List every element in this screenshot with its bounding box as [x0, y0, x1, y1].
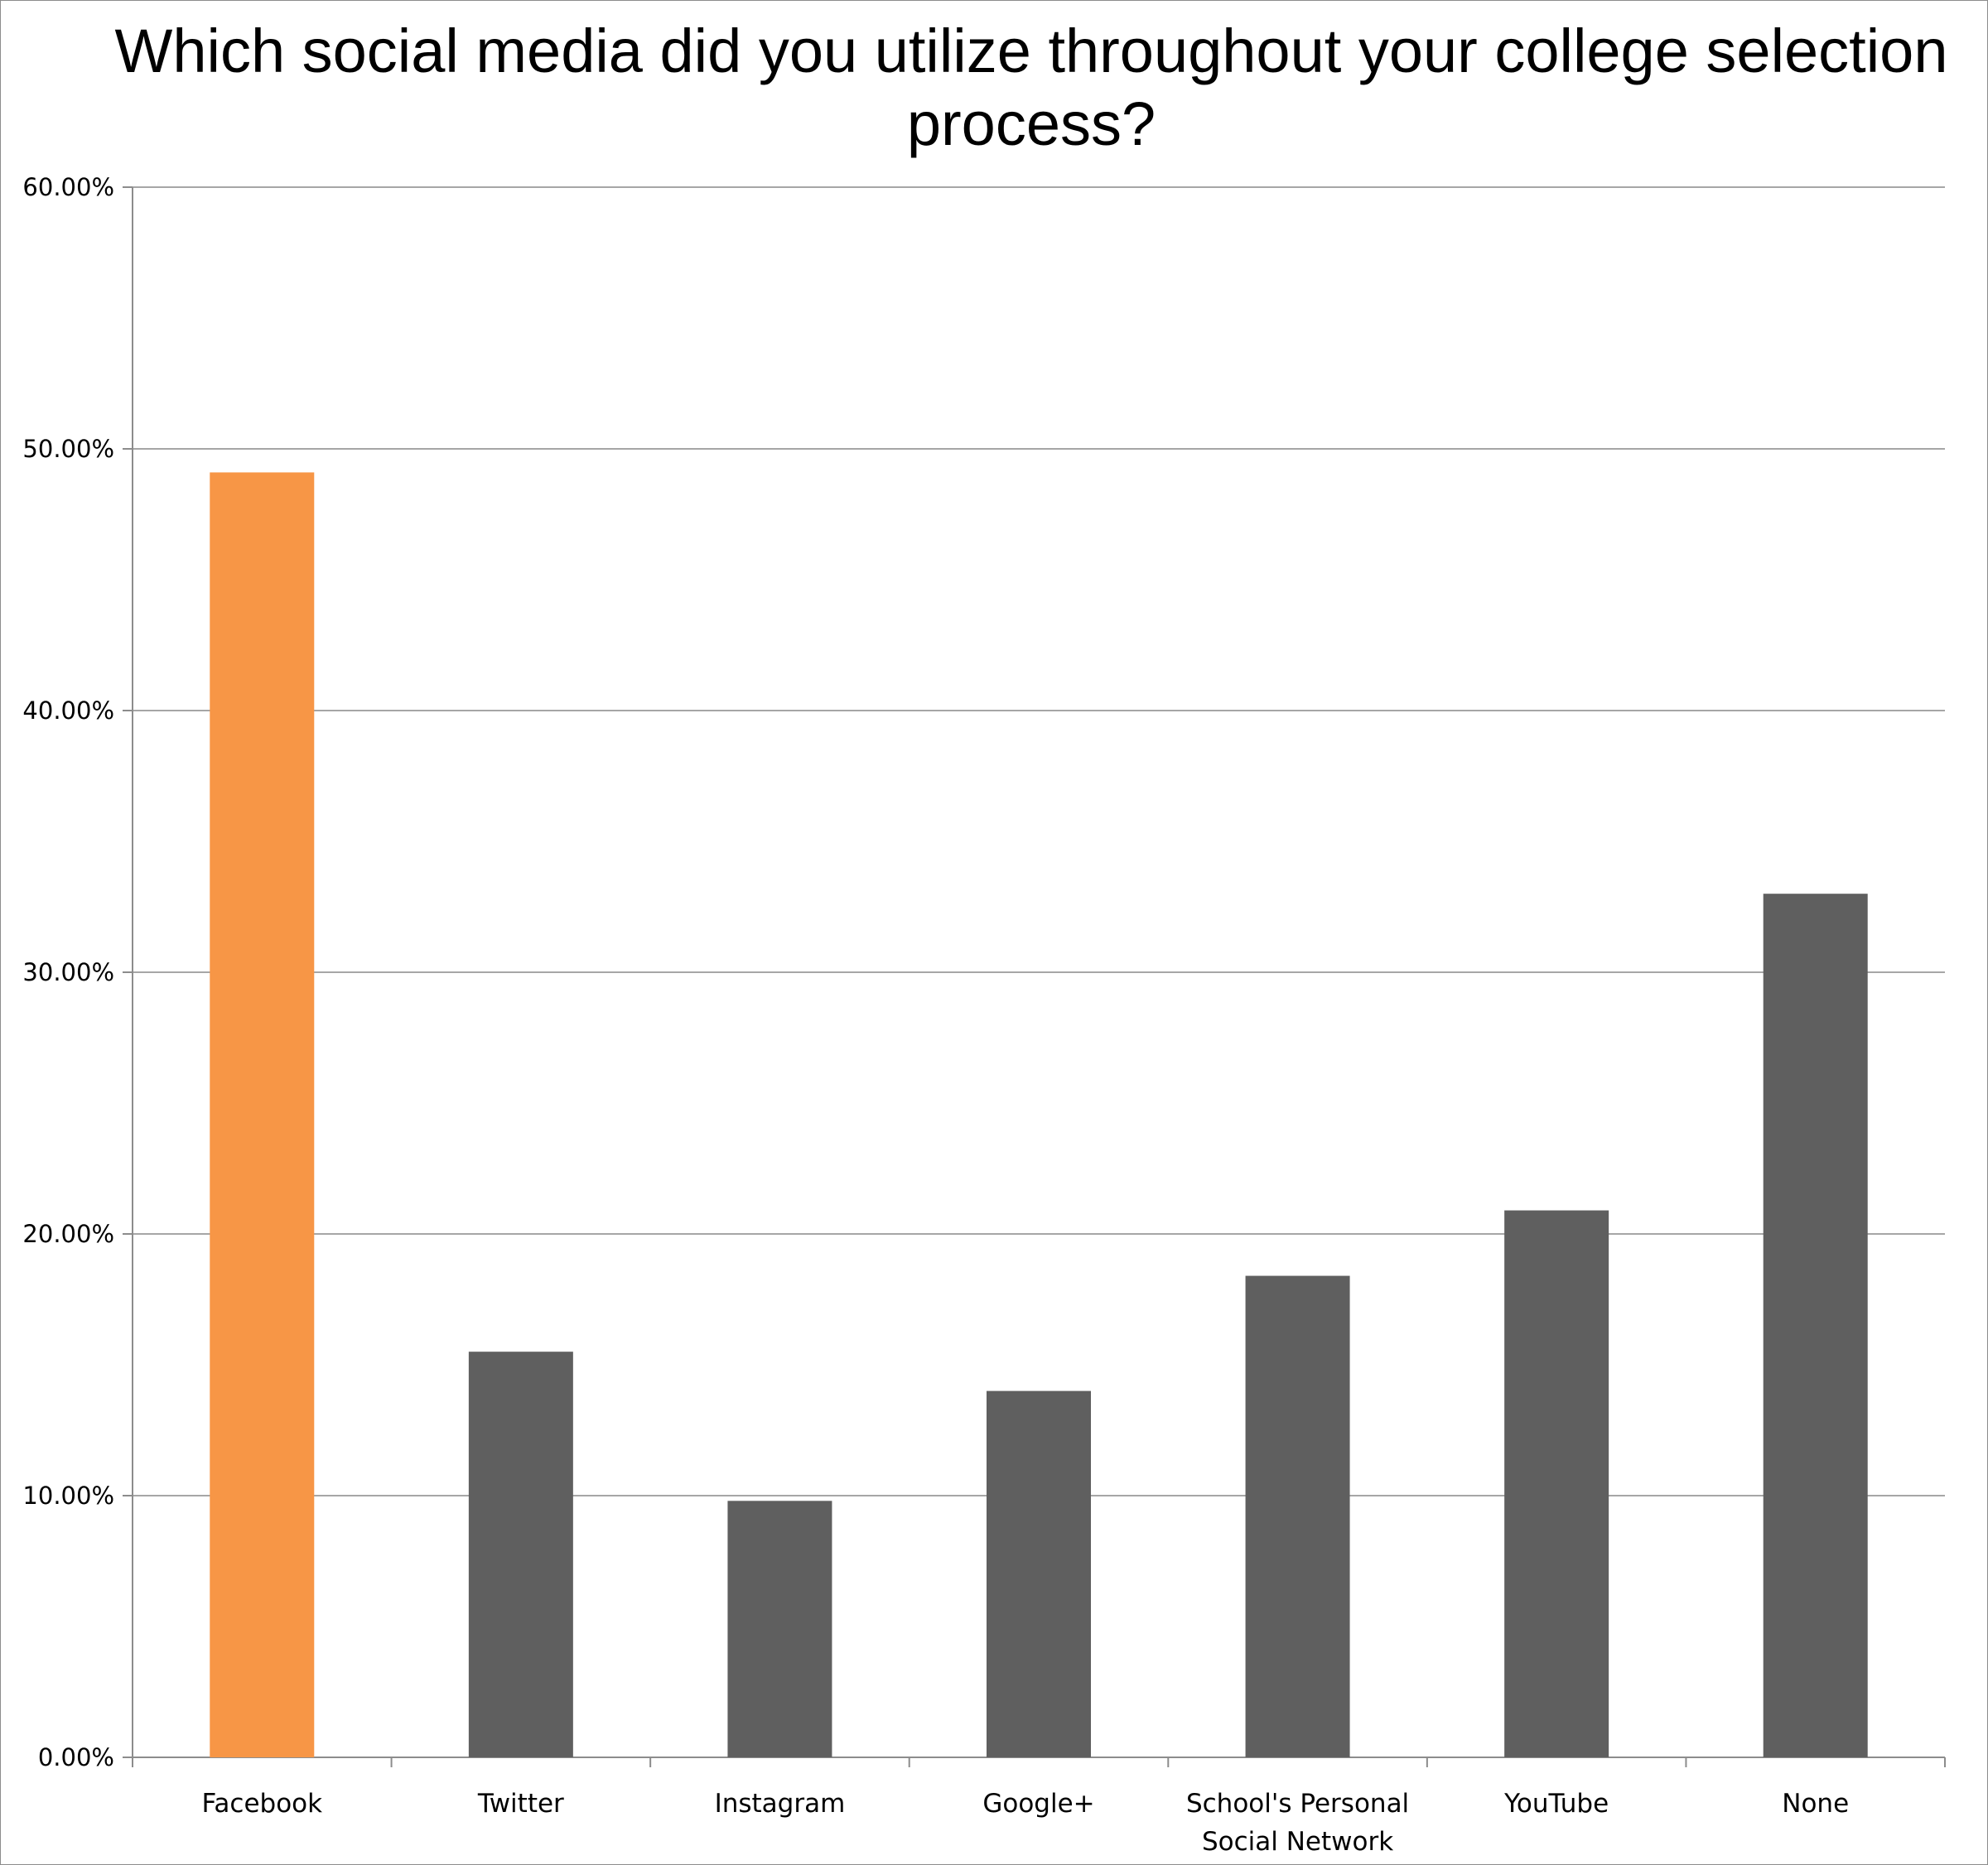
x-category-label: School's Personal	[1186, 1789, 1409, 1819]
x-category-label: Twitter	[477, 1789, 564, 1819]
y-tick-label: 10.00%	[22, 1482, 114, 1510]
bar-twitter	[468, 1352, 573, 1757]
y-tick-label: 60.00%	[22, 173, 114, 201]
y-tick-label: 50.00%	[22, 435, 114, 463]
x-category-label: YouTube	[1503, 1789, 1609, 1819]
bar-youtube	[1504, 1210, 1609, 1757]
y-tick-label: 0.00%	[38, 1743, 114, 1771]
bar-school-s-personal-social-network	[1245, 1275, 1350, 1757]
x-category-label: None	[1782, 1789, 1849, 1819]
bar-google	[987, 1390, 1091, 1757]
bar-instagram	[727, 1501, 832, 1757]
bars	[210, 472, 1868, 1758]
y-tick-label: 30.00%	[22, 958, 114, 986]
y-tick-label: 40.00%	[22, 696, 114, 725]
y-tick-label: 20.00%	[22, 1220, 114, 1248]
x-category-label: Instagram	[715, 1789, 846, 1819]
bar-facebook	[210, 472, 315, 1758]
x-category-label: Facebook	[201, 1789, 322, 1819]
gridlines	[133, 186, 1945, 1496]
bar-none	[1763, 894, 1868, 1757]
labels: 0.00% 10.00% 20.00% 30.00% 40.00% 50.00% 60.00…	[22, 173, 1849, 1857]
x-category-label: Google+	[982, 1789, 1094, 1819]
x-category-label: Social Network	[1202, 1827, 1393, 1857]
chart-title: Which social media did you utilize throu…	[114, 17, 1948, 158]
